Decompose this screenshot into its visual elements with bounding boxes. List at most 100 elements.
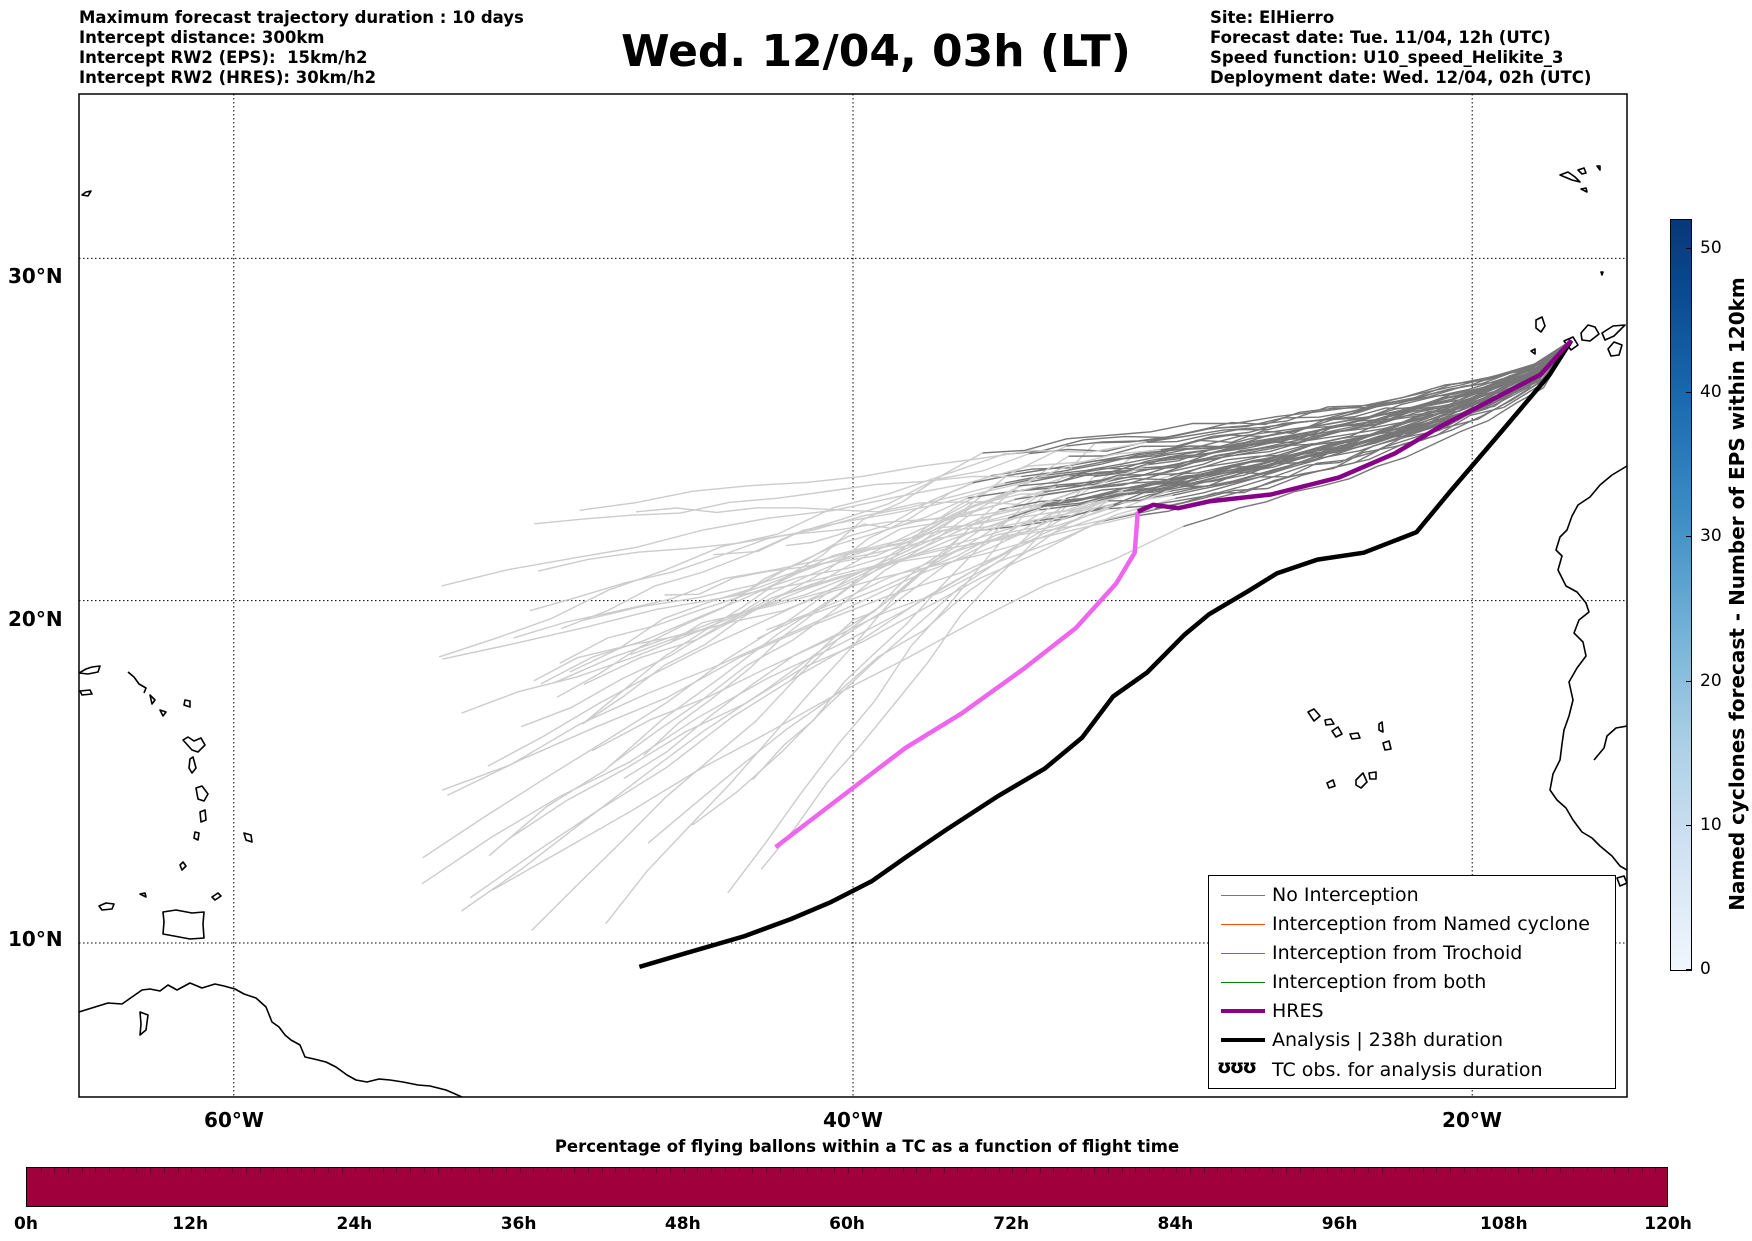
eps-track-early (461, 497, 1067, 912)
eps-track-late (1183, 340, 1572, 528)
island-cape-verde-4 (1349, 732, 1361, 740)
percentage-bar-hour-mark (1367, 1168, 1369, 1173)
percentage-bar-hour-mark (1012, 1168, 1014, 1173)
percentage-bar-hour-mark (68, 1168, 70, 1173)
legend-label: No Interception (1272, 884, 1419, 906)
percentage-bar-hour-mark (546, 1168, 548, 1173)
coast-south-america (79, 982, 463, 1097)
island-azores-1 (1559, 171, 1581, 183)
analysis-track (638, 339, 1574, 970)
colorbar-tick-label: 20 (1700, 670, 1722, 691)
eps-track-early (533, 497, 968, 682)
island-leeward-1 (149, 694, 156, 705)
eps-track-early (664, 517, 1009, 596)
percentage-bar-hour-mark (1491, 1168, 1493, 1173)
percentage-bar-hour-mark (670, 1168, 672, 1173)
percentage-bar-hour-mark (136, 1168, 138, 1173)
eps-track-early (438, 453, 1003, 658)
island-martinique (195, 785, 209, 802)
trajectory-tracks (421, 338, 1574, 970)
percentage-bar-hour-mark (95, 1168, 97, 1173)
eps-track-early (513, 505, 1042, 639)
legend-swatch-grey (1221, 895, 1265, 896)
eps-track-early (608, 455, 1070, 767)
flight-time-tick-label: 0h (14, 1214, 38, 1234)
percentage-bar-hour-mark (984, 1168, 986, 1173)
flight-time-tick-label: 120h (1644, 1214, 1692, 1234)
percentage-bar-hour-mark (1285, 1168, 1287, 1173)
colorbar-tick-mark (1686, 536, 1691, 538)
legend-item-both: Interception from both (1209, 969, 1615, 997)
percentage-bar-hour-mark (971, 1168, 973, 1173)
percentage-bar-hour-mark (1450, 1168, 1452, 1173)
lat-label-20n: 20°N (8, 607, 63, 631)
eps-track-early (643, 486, 995, 757)
colorbar-label: Named cyclones forecast - Number of EPS … (1725, 277, 1749, 911)
percentage-bar-hour-mark (574, 1168, 576, 1173)
island-cape-verde-3 (1331, 726, 1343, 738)
eps-track-early (538, 504, 1037, 572)
eps-track-late (1018, 339, 1572, 487)
hres-track-late (1136, 338, 1573, 514)
flight-time-tick-label: 60h (829, 1214, 865, 1234)
eps-track-early (605, 485, 1019, 925)
percentage-bar-hour-mark (1244, 1168, 1246, 1173)
island-azores-3 (1596, 165, 1601, 171)
eps-track-early (555, 490, 1124, 683)
intercept-distance-text: Intercept distance: 300km (79, 28, 325, 47)
eps-track-early (488, 445, 1067, 857)
percentage-bar-hour-mark (245, 1168, 247, 1173)
island-madeira-dot (1600, 271, 1604, 276)
island-canary-6 (1530, 348, 1536, 355)
percentage-bar-hour-mark (1395, 1168, 1397, 1173)
percentage-bar-hour-mark (916, 1168, 918, 1173)
lon-label-40w: 40°W (823, 1108, 883, 1132)
percentage-bar-hour-mark (437, 1168, 439, 1173)
flight-time-tick-label: 108h (1480, 1214, 1528, 1234)
percentage-bar-hour-mark (1545, 1168, 1547, 1173)
percentage-bar (26, 1167, 1668, 1207)
eps-track-late (1041, 340, 1572, 508)
coast-africa-detail (1593, 725, 1627, 761)
percentage-bar-hour-mark (54, 1168, 56, 1173)
percentage-bar-hour-mark (1641, 1168, 1643, 1173)
percentage-bar-hour-mark (314, 1168, 316, 1173)
percentage-bar-hour-mark (1409, 1168, 1411, 1173)
colorbar-tick-label: 50 (1700, 237, 1722, 258)
legend-label: Interception from Named cyclone (1272, 913, 1590, 935)
percentage-bar-hour-mark (1094, 1168, 1096, 1173)
percentage-bar-hour-mark (1614, 1168, 1616, 1173)
percentage-bar-hour-mark (1190, 1168, 1192, 1173)
percentage-bar-hour-mark (1217, 1168, 1219, 1173)
intercept-hres-text: Intercept RW2 (HRES): 30km/h2 (79, 68, 377, 87)
percentage-bar-hour-mark (109, 1168, 111, 1173)
tc-symbol-icon: ʊʊʊ (1217, 1056, 1257, 1078)
eps-track-early (421, 504, 1114, 885)
colorbar-tick-label: 30 (1700, 526, 1722, 547)
percentage-bar-hour-mark (341, 1168, 343, 1173)
header-right-info: Site: ElHierro Forecast date: Tue. 11/04… (1210, 8, 1591, 88)
island-tobago (211, 892, 222, 901)
percentage-bar-hour-mark (355, 1168, 357, 1173)
percentage-bar-hour-mark (369, 1168, 371, 1173)
lon-label-60w: 60°W (204, 1108, 264, 1132)
legend-label: TC obs. for analysis duration (1272, 1059, 1543, 1081)
percentage-bar-hour-mark (328, 1168, 330, 1173)
percentage-bar-hour-mark (752, 1168, 754, 1173)
percentage-bar-hour-mark (1231, 1168, 1233, 1173)
percentage-bar-hour-mark (1655, 1168, 1657, 1173)
island-st-lucia (199, 809, 207, 823)
percentage-bar-hour-mark (834, 1168, 836, 1173)
percentage-bar-hour-mark (601, 1168, 603, 1173)
eps-track-late (993, 339, 1572, 489)
percentage-bar-hour-mark (943, 1168, 945, 1173)
site-text: Site: ElHierro (1210, 8, 1335, 27)
percentage-bar-hour-mark (711, 1168, 713, 1173)
percentage-bar-hour-mark (478, 1168, 480, 1173)
percentage-bar-hour-mark (957, 1168, 959, 1173)
island-barbados (243, 832, 253, 843)
percentage-bar-hour-mark (642, 1168, 644, 1173)
eps-track-early (691, 451, 1140, 826)
eps-track-early (569, 508, 1110, 673)
eps-track-early (442, 507, 1156, 660)
